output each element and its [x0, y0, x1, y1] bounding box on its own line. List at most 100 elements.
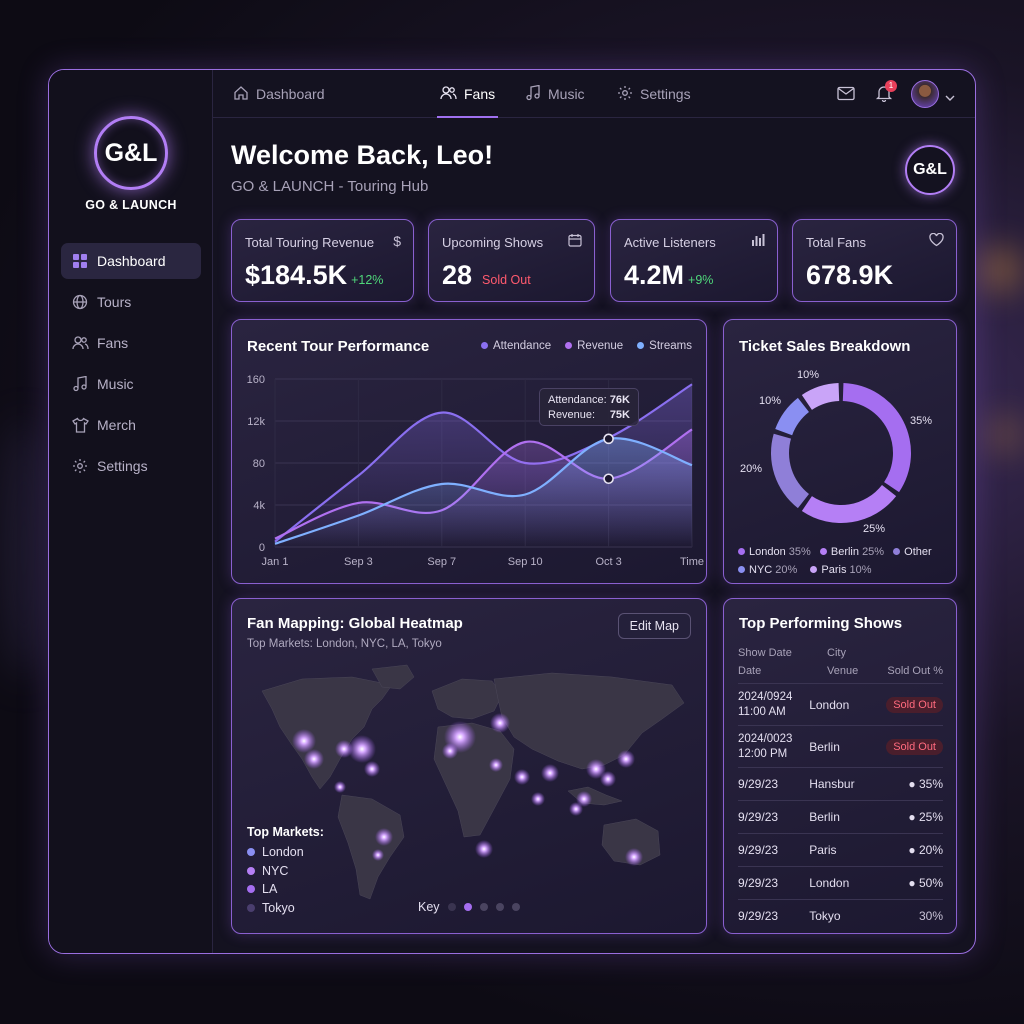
north-america-landmass	[261, 676, 393, 790]
series-area-streams	[275, 438, 692, 547]
top-shows-card: Top Performing Shows Show Date Date City V…	[723, 598, 957, 934]
show-time: 12:00 PM	[738, 747, 788, 760]
hotspot	[625, 848, 643, 866]
dollar-icon: $	[393, 233, 401, 249]
show-status: 25%	[918, 810, 943, 824]
sidebar: G&L GO & LAUNCH Dashboard Tours Fans Mus…	[49, 70, 213, 953]
x-tick-label: Jan 1	[262, 556, 289, 568]
mail-icon[interactable]	[837, 86, 855, 106]
stat-card-active-listeners[interactable]: Active Listeners 4.2M +9%	[610, 219, 778, 302]
donut-slice-other	[801, 383, 840, 410]
show-city: Hansbur	[809, 767, 869, 801]
legend-pct: 25%	[862, 546, 885, 558]
sidebar-item-settings[interactable]: Settings	[61, 448, 201, 484]
tab-label: Music	[548, 86, 585, 102]
show-time: 11:00 AM	[738, 705, 786, 718]
slice-label: 10%	[797, 369, 819, 381]
show-status: 30%	[868, 899, 943, 933]
donut-slice-berlin	[801, 485, 897, 523]
sidebar-item-tours[interactable]: Tours	[61, 284, 201, 320]
stat-value: 28	[442, 260, 473, 290]
heatmap-hotspots	[292, 713, 643, 866]
tab-music[interactable]: Music	[525, 70, 585, 118]
background-glow	[990, 420, 1020, 450]
line-chart: 0 4k 80 12k 160 Jan 1 Sep 3 Sep 7 Sep 10 Oct 3 Tim…	[247, 374, 704, 568]
table-row[interactable]: 2024/0924 11:00 AM London Sold Out	[738, 683, 943, 726]
sidebar-item-fans[interactable]: Fans	[61, 325, 201, 361]
key-dot[interactable]	[463, 903, 472, 911]
legend-revenue: Revenue	[565, 340, 623, 352]
users-icon	[440, 85, 457, 104]
sidebar-item-music[interactable]: Music	[61, 366, 201, 402]
tab-settings[interactable]: Settings	[617, 70, 691, 118]
table-row[interactable]: 2024/0023 12:00 PM Berlin Sold Out	[738, 725, 943, 768]
slice-label: 20%	[740, 463, 762, 475]
music-note-icon	[525, 84, 541, 104]
show-date-cell: 2024/0924 11:00 AM	[738, 683, 810, 726]
active-tab-indicator	[437, 116, 499, 118]
show-status-cell: Sold Out	[868, 683, 943, 726]
series-line-streams	[274, 437, 693, 545]
stat-card-upcoming-shows[interactable]: Upcoming Shows 28 Sold Out	[428, 219, 595, 302]
hotspot	[364, 761, 380, 777]
stat-value: 4.2M	[624, 260, 685, 290]
legend-city: Paris	[821, 564, 847, 576]
tooltip-value: 75K	[609, 409, 630, 421]
top-markets-list: London NYC LA Tokyo	[247, 843, 304, 917]
home-icon	[233, 85, 249, 104]
show-date: 9/29/23	[738, 800, 810, 834]
table-row[interactable]: 9/29/23 London ● 50%	[738, 866, 943, 900]
header-text: Date	[738, 665, 762, 677]
bell-icon[interactable]: 1	[875, 80, 897, 107]
y-tick-label: 12k	[247, 416, 265, 428]
brand-name: GO & LAUNCH	[85, 198, 177, 212]
show-status-cell: ● 25%	[868, 800, 943, 834]
legend-other: Other	[893, 546, 932, 558]
table-row[interactable]: 9/29/23 Hansbur ● 35%	[738, 767, 943, 801]
legend-label: Revenue	[577, 340, 624, 352]
avatar[interactable]	[911, 80, 939, 108]
ticket-sales-title: Ticket Sales Breakdown	[739, 338, 911, 355]
legend-london: London 35%	[738, 546, 811, 558]
tab-fans[interactable]: Fans	[437, 70, 499, 118]
music-note-icon	[71, 375, 89, 393]
table-row[interactable]: 9/29/23 Paris ● 20%	[738, 833, 943, 867]
brand-logo[interactable]: G&L	[94, 116, 168, 190]
sold-out-badge: Sold Out	[886, 696, 943, 713]
map-key-label: Key	[418, 900, 440, 914]
breadcrumb-dashboard[interactable]: Dashboard	[233, 70, 325, 118]
show-status: 50%	[918, 876, 943, 890]
market-item: Tokyo	[247, 899, 304, 918]
table-row[interactable]: 9/29/23 Tokyo 30%	[738, 899, 943, 933]
key-dot[interactable]	[511, 903, 520, 911]
show-city: Berlin	[809, 725, 869, 768]
tooltip-label: Attendance:	[548, 394, 607, 406]
gear-icon	[617, 85, 633, 104]
show-city: Berlin	[809, 800, 869, 834]
key-dot[interactable]	[479, 903, 488, 911]
tab-label: Settings	[640, 86, 691, 102]
hotspot	[304, 749, 324, 769]
legend-city: Berlin	[830, 546, 859, 558]
tooltip-value: 76K	[609, 394, 630, 406]
stat-card-revenue[interactable]: Total Touring Revenue $ $184.5K +12%	[231, 219, 414, 302]
table-row[interactable]: 9/29/23 Berlin ● 25%	[738, 800, 943, 834]
sidebar-item-dashboard[interactable]: Dashboard	[61, 243, 201, 279]
sidebar-item-merch[interactable]: Merch	[61, 407, 201, 443]
legend-city: NYC	[749, 564, 773, 576]
edit-map-button[interactable]: Edit Map	[617, 613, 691, 639]
y-tick-label: 80	[253, 458, 265, 470]
y-tick-label: 0	[259, 542, 265, 554]
hotspot	[531, 792, 545, 806]
world-map[interactable]	[232, 599, 708, 935]
top-markets-title: Top Markets:	[247, 825, 324, 839]
stat-card-total-fans[interactable]: Total Fans 678.9K	[792, 219, 957, 302]
hotspot	[335, 740, 353, 758]
key-dot[interactable]	[495, 903, 504, 911]
key-dot[interactable]	[447, 903, 456, 911]
greenland-landmass	[371, 664, 415, 690]
hotspot	[292, 729, 316, 753]
legend-pct: 20%	[775, 564, 798, 576]
chevron-down-icon[interactable]	[945, 89, 955, 107]
page-title: Welcome Back, Leo!	[231, 140, 494, 170]
